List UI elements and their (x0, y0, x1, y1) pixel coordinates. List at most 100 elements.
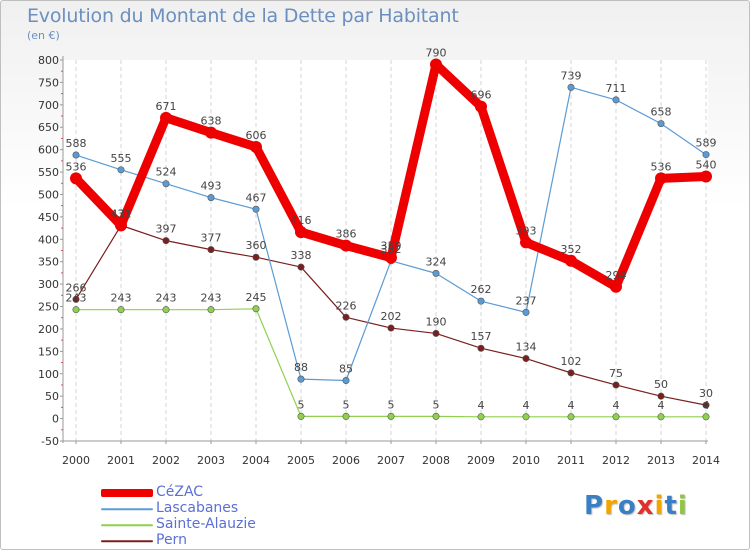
data-label: 386 (336, 228, 357, 241)
x-tick-label: 2000 (62, 454, 90, 467)
data-point (342, 376, 350, 384)
data-label: 4 (478, 399, 485, 412)
data-label: 134 (516, 341, 537, 354)
data-label: 739 (561, 69, 582, 82)
data-point (612, 381, 620, 389)
data-point (477, 413, 485, 421)
data-label: 555 (111, 152, 132, 165)
x-tick-label: 2008 (422, 454, 450, 467)
data-point (297, 375, 305, 383)
data-label: 467 (246, 191, 267, 204)
y-tick-label: 800 (38, 54, 59, 67)
data-label: 416 (291, 214, 312, 227)
data-point (520, 236, 532, 249)
x-tick-label: 2014 (692, 454, 720, 467)
data-label: 588 (66, 137, 87, 150)
legend-label: Sainte-Alauzie (156, 516, 256, 532)
data-point (655, 172, 667, 185)
data-point (567, 83, 575, 91)
data-point (657, 392, 665, 400)
x-tick-label: 2002 (152, 454, 180, 467)
data-point (385, 251, 397, 264)
data-label: 237 (516, 294, 537, 307)
data-label: 359 (381, 240, 402, 253)
y-tick-label: 400 (38, 233, 59, 246)
data-label: 360 (246, 239, 267, 252)
data-point (475, 100, 487, 113)
data-point (612, 413, 620, 421)
data-label: 85 (339, 362, 353, 375)
y-tick-label: 250 (38, 301, 59, 314)
data-point (72, 306, 80, 314)
data-point (117, 166, 125, 174)
data-point (252, 253, 260, 261)
data-point (477, 344, 485, 352)
data-point (342, 412, 350, 420)
legend-label: Lascabanes (156, 500, 239, 516)
data-label: 243 (66, 292, 87, 305)
data-point (342, 313, 350, 321)
data-point (387, 324, 395, 332)
data-label: 540 (696, 159, 717, 172)
y-tick-label: 100 (38, 368, 59, 381)
data-label: 431 (111, 207, 132, 220)
data-label: 226 (336, 299, 357, 312)
y-tick-label: 0 (52, 413, 59, 426)
data-point (70, 172, 82, 185)
data-point (207, 306, 215, 314)
data-point (207, 194, 215, 202)
data-point (297, 412, 305, 420)
data-label: 245 (246, 291, 267, 304)
data-label: 352 (561, 243, 582, 256)
data-point (612, 96, 620, 104)
data-point (657, 120, 665, 128)
x-tick-label: 2012 (602, 454, 630, 467)
x-tick-label: 2005 (287, 454, 315, 467)
data-label: 431 (111, 207, 132, 220)
data-label: 190 (426, 315, 447, 328)
data-point (610, 280, 622, 293)
data-label: 102 (561, 355, 582, 368)
data-label: 5 (343, 398, 350, 411)
data-label: 711 (606, 82, 627, 95)
series-c-zac (70, 58, 712, 293)
data-point (522, 355, 530, 363)
data-point (657, 413, 665, 421)
legend-swatch (101, 524, 153, 526)
data-point (162, 180, 170, 188)
data-label: 75 (609, 367, 623, 380)
brand-logo: Proxiti (584, 491, 688, 521)
x-tick-label: 2006 (332, 454, 360, 467)
chart-title: Evolution du Montant de la Dette par Hab… (27, 5, 459, 27)
y-tick-label: 600 (38, 144, 59, 157)
legend-label: CéZAC (156, 484, 204, 500)
y-tick-label: -50 (41, 435, 59, 448)
data-point (702, 401, 710, 409)
legend-swatch (101, 508, 153, 510)
data-point (432, 269, 440, 277)
data-point (207, 246, 215, 254)
data-label: 5 (433, 398, 440, 411)
data-point (250, 140, 262, 153)
data-point (477, 297, 485, 305)
y-tick-label: 350 (38, 256, 59, 269)
data-label: 393 (516, 224, 537, 237)
x-tick-label: 2010 (512, 454, 540, 467)
data-point (72, 295, 80, 303)
data-point (252, 205, 260, 213)
data-label: 671 (156, 100, 177, 113)
y-tick-label: 300 (38, 278, 59, 291)
data-label: 294 (606, 269, 627, 282)
y-tick-label: 500 (38, 188, 59, 201)
data-point (160, 111, 172, 124)
data-point (522, 413, 530, 421)
data-point (432, 412, 440, 420)
data-label: 243 (111, 292, 132, 305)
series-sainte-alauzie (72, 305, 710, 421)
data-label: 377 (201, 232, 222, 245)
data-point (565, 254, 577, 267)
legend-swatch (101, 540, 153, 542)
data-label: 790 (426, 46, 447, 59)
data-point (295, 226, 307, 239)
x-tick-label: 2003 (197, 454, 225, 467)
